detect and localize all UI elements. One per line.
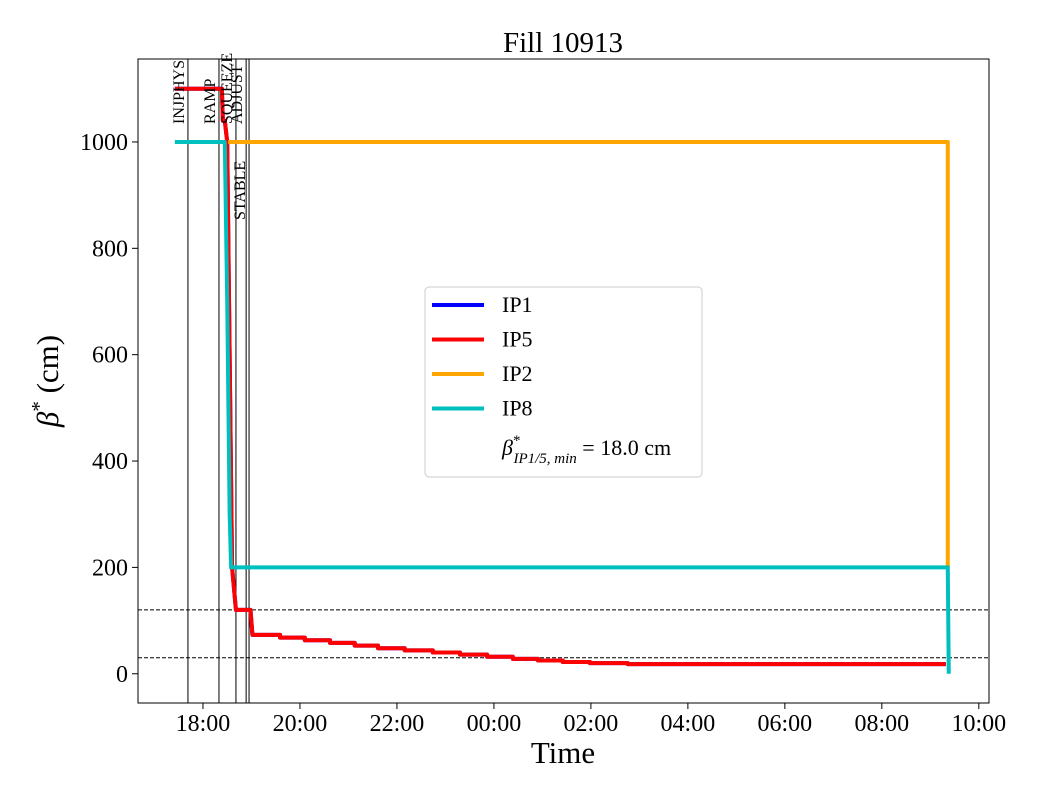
legend-note-sub: IP1/5, min <box>512 451 576 467</box>
x-tick-label: 22:00 <box>370 711 425 737</box>
x-tick-label: 00:00 <box>467 711 522 737</box>
series-line <box>174 86 946 667</box>
x-tick-label: 04:00 <box>661 711 716 737</box>
phase-label: STABLE <box>232 161 249 220</box>
legend: β* IP1/5, min = 18.0 cm IP1 IP5 IP2 IP8 <box>424 286 703 478</box>
y-label-unit: (cm) <box>30 335 65 401</box>
x-tick-label: 10:00 <box>951 711 1006 737</box>
chart-title: Fill 10913 <box>503 27 623 59</box>
legend-box <box>424 286 703 478</box>
phase-label: RAMP <box>202 79 219 124</box>
x-axis-label: Time <box>531 735 595 770</box>
y-tick-label: 200 <box>92 555 128 581</box>
y-label-sup: * <box>27 401 51 412</box>
legend-label: IP2 <box>502 361 533 386</box>
x-tick-label: 08:00 <box>855 711 910 737</box>
y-tick-label: 0 <box>116 662 128 688</box>
y-axis-label: β* (cm) <box>27 335 65 428</box>
axes-frame <box>137 58 990 704</box>
legend-label: IP5 <box>502 327 533 352</box>
legend-label: IP1 <box>502 292 533 317</box>
y-tick-label: 400 <box>92 449 128 475</box>
legend-note: β* IP1/5, min = 18.0 cm <box>501 433 671 467</box>
y-label-symbol: β <box>30 411 65 428</box>
x-tick-label: 18:00 <box>176 711 231 737</box>
legend-label: IP8 <box>502 396 533 421</box>
legend-note-symbol: β <box>501 435 513 460</box>
phase-label: INJPHYS <box>171 60 188 124</box>
plot-area <box>138 59 989 703</box>
x-tick-label: 06:00 <box>758 711 813 737</box>
series-line <box>174 139 951 674</box>
legend-note-text: = 18.0 cm <box>577 435 671 460</box>
y-tick-label: 600 <box>92 343 128 369</box>
phase-label: SQUEEZE <box>219 53 236 124</box>
phase-label: ADJUST <box>229 64 246 124</box>
legend-note-sup: * <box>513 433 521 449</box>
y-tick-label: 1000 <box>80 130 128 156</box>
y-tick-label: 800 <box>92 236 128 262</box>
x-tick-label: 02:00 <box>564 711 619 737</box>
x-tick-label: 20:00 <box>273 711 328 737</box>
series-line <box>228 139 950 568</box>
